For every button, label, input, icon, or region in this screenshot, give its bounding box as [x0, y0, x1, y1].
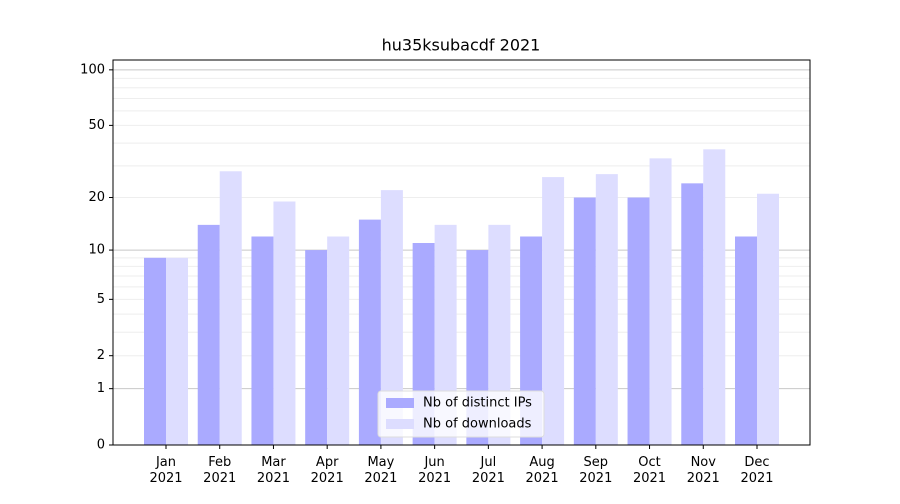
plot-frame [112, 59, 811, 446]
legend-box [377, 390, 545, 438]
x-tick-label: Apr 2021 [311, 455, 344, 486]
y-tick-label: 5 [97, 292, 105, 307]
x-tick-label: Aug 2021 [526, 455, 559, 486]
x-tick-label: Feb 2021 [203, 455, 236, 486]
legend-swatch [386, 398, 414, 408]
y-tick-label: 1 [97, 381, 105, 396]
y-tick-label: 10 [88, 243, 105, 258]
x-tick-label: Dec 2021 [740, 455, 773, 486]
x-tick-label: Mar 2021 [257, 455, 290, 486]
chart-title: hu35ksubacdf 2021 [382, 36, 541, 55]
bar [573, 197, 596, 445]
y-tick-label: 50 [88, 118, 105, 133]
x-tick-label: May 2021 [364, 455, 397, 486]
bar [595, 174, 618, 445]
x-tick-label: Sep 2021 [579, 455, 612, 486]
bar [649, 158, 672, 445]
legend-swatch [386, 419, 414, 429]
bar [305, 250, 328, 445]
legend-label: Nb of distinct IPs [423, 396, 532, 411]
bar [327, 236, 350, 445]
x-tick-label: Oct 2021 [633, 455, 666, 486]
bar [488, 224, 511, 445]
bar [197, 224, 220, 445]
bar [434, 224, 457, 445]
bar [219, 171, 242, 445]
x-tick-label: Jul 2021 [472, 455, 505, 486]
bar [681, 183, 704, 445]
y-tick-label: 2 [97, 348, 105, 363]
bar [144, 257, 166, 445]
bar [627, 197, 650, 445]
bar [380, 190, 403, 445]
y-tick-label: 100 [80, 62, 105, 77]
legend-label: Nb of downloads [423, 417, 532, 432]
y-tick-label: 20 [88, 190, 105, 205]
x-tick-label: Jan 2021 [149, 455, 182, 486]
bar [358, 219, 381, 445]
x-tick-label: Jun 2021 [418, 455, 451, 486]
bar [757, 193, 779, 445]
bar [703, 149, 726, 445]
bar [542, 177, 565, 445]
y-tick-label: 0 [97, 438, 105, 453]
bar [735, 236, 757, 445]
x-tick-label: Nov 2021 [687, 455, 720, 486]
bar [251, 236, 274, 445]
bar [273, 201, 296, 445]
bar [166, 257, 188, 445]
